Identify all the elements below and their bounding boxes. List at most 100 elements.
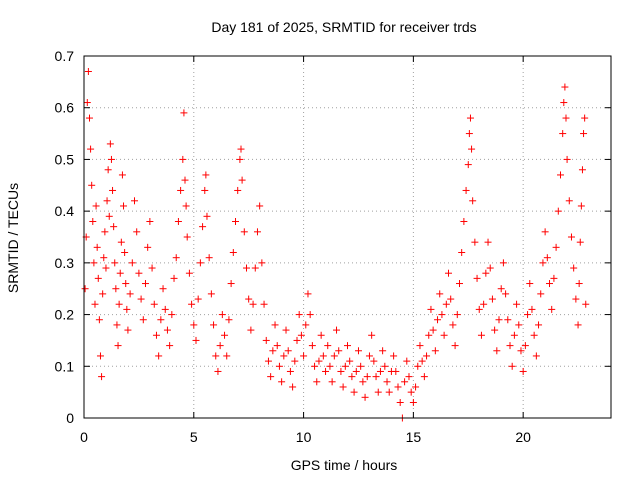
data-point <box>354 347 362 355</box>
data-point <box>247 326 255 334</box>
data-point <box>116 269 124 277</box>
data-point <box>337 367 345 375</box>
data-point <box>363 373 371 381</box>
data-point <box>436 290 444 298</box>
data-point <box>394 383 402 391</box>
data-point <box>445 269 453 277</box>
data-point <box>157 316 165 324</box>
data-point <box>118 171 126 179</box>
data-point <box>273 342 281 350</box>
data-point <box>535 321 543 329</box>
data-point <box>350 388 358 396</box>
data-point <box>280 352 288 360</box>
data-point <box>111 259 119 267</box>
data-point <box>412 383 420 391</box>
data-point <box>528 305 536 313</box>
data-point <box>229 249 237 257</box>
x-tick-label: 10 <box>296 429 312 445</box>
data-point <box>513 300 521 308</box>
data-point <box>495 316 503 324</box>
data-point <box>300 352 308 360</box>
data-point <box>146 217 154 225</box>
data-point <box>383 378 391 386</box>
data-point <box>202 171 210 179</box>
data-point <box>407 388 415 396</box>
data-point <box>141 280 149 288</box>
data-point <box>128 259 136 267</box>
data-point <box>473 274 481 282</box>
data-point <box>420 373 428 381</box>
data-point <box>172 254 180 262</box>
y-tick-label: 0 <box>66 410 74 426</box>
data-point <box>521 342 529 350</box>
data-point <box>468 145 476 153</box>
data-point <box>150 300 158 308</box>
data-point <box>107 155 115 163</box>
data-point <box>139 316 147 324</box>
data-point <box>324 342 332 350</box>
data-point <box>284 347 292 355</box>
data-point <box>414 362 422 370</box>
data-point <box>183 233 191 241</box>
data-point <box>242 264 250 272</box>
data-point <box>192 336 200 344</box>
data-point <box>238 176 246 184</box>
data-point <box>205 254 213 262</box>
data-point <box>203 212 211 220</box>
data-point <box>425 331 433 339</box>
data-point <box>429 326 437 334</box>
data-point <box>493 347 501 355</box>
data-point <box>117 238 125 246</box>
data-point <box>113 321 121 329</box>
data-point <box>477 331 485 339</box>
data-point <box>92 202 100 210</box>
data-point <box>455 280 463 288</box>
data-point <box>519 367 527 375</box>
data-point <box>465 130 473 138</box>
data-point <box>236 155 244 163</box>
data-point <box>376 367 384 375</box>
data-point <box>180 109 188 117</box>
data-point <box>83 99 91 107</box>
data-point <box>561 83 569 91</box>
data-point <box>524 311 532 319</box>
data-point <box>313 378 321 386</box>
data-point <box>562 114 570 122</box>
data-point <box>326 362 334 370</box>
y-tick-label: 0.7 <box>55 48 75 64</box>
data-point <box>114 342 122 350</box>
data-point <box>567 233 575 241</box>
data-point <box>182 202 190 210</box>
data-point <box>240 228 248 236</box>
data-point <box>271 321 279 329</box>
data-point <box>96 352 104 360</box>
data-point <box>302 321 310 329</box>
data-point <box>258 259 266 267</box>
data-point <box>286 367 294 375</box>
data-point <box>530 331 538 339</box>
data-point <box>131 197 139 205</box>
data-point <box>315 357 323 365</box>
data-point <box>554 207 562 215</box>
x-tick-label: 20 <box>515 429 531 445</box>
data-point <box>234 186 242 194</box>
data-point <box>223 352 231 360</box>
data-point <box>580 130 588 138</box>
x-tick-label: 15 <box>406 429 422 445</box>
data-point <box>177 186 185 194</box>
data-point <box>237 145 245 153</box>
data-point <box>232 217 240 225</box>
data-point <box>576 238 584 246</box>
data-point <box>458 249 466 257</box>
data-point <box>109 186 117 194</box>
data-point <box>267 373 275 381</box>
data-point <box>559 130 567 138</box>
grid <box>84 56 611 418</box>
data-point <box>546 280 554 288</box>
data-point <box>225 316 233 324</box>
y-tick-label: 0.1 <box>55 358 75 374</box>
data-point <box>526 280 534 288</box>
data-point <box>297 331 305 339</box>
data-point <box>449 321 457 329</box>
y-axis-label: SRMTID / TECUs <box>5 183 21 293</box>
